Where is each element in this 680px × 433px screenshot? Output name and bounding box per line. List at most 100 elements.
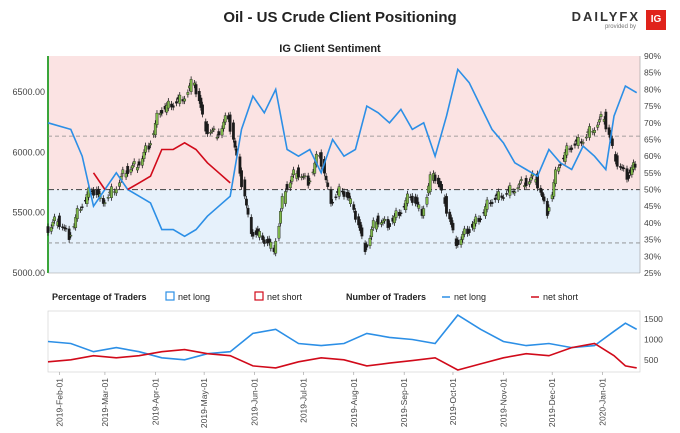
candle-body xyxy=(132,161,136,165)
x-tick-label-5: 2019-Jul-01 xyxy=(298,378,308,423)
candle-body xyxy=(380,222,383,225)
candle-body xyxy=(357,216,361,226)
candle-body xyxy=(448,211,452,220)
candle-body xyxy=(153,123,157,136)
candle-body xyxy=(347,192,351,199)
candle-body xyxy=(277,226,281,239)
candle-body xyxy=(46,226,50,233)
x-tick-label-8: 2019-Oct-01 xyxy=(448,378,458,426)
candle-body xyxy=(493,197,497,200)
candle-body xyxy=(258,231,261,238)
candle-body xyxy=(223,115,227,123)
candle-body xyxy=(331,201,335,204)
legend-pct-title: Percentage of Traders xyxy=(52,292,147,302)
sentiment-lines xyxy=(47,67,638,238)
candle-body xyxy=(136,167,139,171)
candle-body xyxy=(596,124,600,128)
candle-body xyxy=(399,212,403,214)
candle-body xyxy=(171,105,175,108)
candle-body xyxy=(183,98,187,102)
candle-body xyxy=(518,183,522,185)
price-tick-label-2: 6000.00 xyxy=(12,147,45,157)
candle-body xyxy=(284,191,287,204)
candle-body xyxy=(126,165,130,174)
candle-body xyxy=(523,185,526,187)
candle-body xyxy=(627,174,631,179)
candle-body xyxy=(433,174,437,182)
candle-body xyxy=(557,167,561,172)
candle-body xyxy=(262,239,266,244)
candle-body xyxy=(285,184,289,190)
candle-body xyxy=(121,169,125,174)
candle-body xyxy=(274,240,278,254)
candle-body xyxy=(349,198,352,205)
candle-body xyxy=(501,197,505,199)
candle-body xyxy=(280,196,284,209)
candle-body xyxy=(326,182,330,187)
candle-body xyxy=(404,200,408,211)
sentiment-background xyxy=(47,56,640,273)
candle-body xyxy=(110,186,113,198)
candle-body xyxy=(212,128,216,131)
candle-body xyxy=(144,145,147,153)
legend-pct-long-label: net long xyxy=(178,292,210,302)
legend-num-short-label: net short xyxy=(543,292,579,302)
count-tick-label-2: 1500 xyxy=(644,314,663,324)
candle-body xyxy=(563,152,567,162)
candle-body xyxy=(360,227,364,237)
candle-body xyxy=(57,215,61,227)
candle-body xyxy=(607,127,611,135)
candle-body xyxy=(459,239,463,245)
candle-body xyxy=(451,222,455,231)
candle-body xyxy=(166,100,170,109)
candle-body xyxy=(622,167,626,170)
candle-body xyxy=(62,227,66,229)
candle-body xyxy=(593,130,596,133)
net-long-pct-line xyxy=(47,67,638,238)
x-tick-label-0: 2019-Feb-01 xyxy=(54,378,64,427)
x-tick-label-1: 2019-Mar-01 xyxy=(100,378,110,427)
candle-body xyxy=(205,123,209,135)
candle-body xyxy=(513,191,517,194)
candle-body xyxy=(497,191,500,201)
candle-body xyxy=(365,244,369,248)
candle-body xyxy=(215,137,219,139)
candle-body xyxy=(477,218,481,222)
candle-body xyxy=(324,175,328,181)
candle-body xyxy=(388,223,391,227)
candle-body xyxy=(279,211,282,224)
candle-body xyxy=(61,226,65,228)
pct-tick-label-2: 35% xyxy=(644,235,661,245)
pct-tick-label-3: 40% xyxy=(644,218,661,228)
candle-body xyxy=(610,138,614,146)
candle-body xyxy=(445,196,448,214)
trader-count-lines xyxy=(47,310,641,373)
candle-body xyxy=(472,221,476,230)
candle-body xyxy=(261,235,265,240)
candle-body xyxy=(630,167,634,175)
x-tick-label-3: 2019-May-01 xyxy=(199,378,209,428)
candle-body xyxy=(222,121,226,129)
candle-body xyxy=(75,208,79,219)
net-short-pct-line xyxy=(92,172,106,190)
sub-axes: 500 1000 1500 2019-Feb-01 2019-Mar-01 2019-Ap… xyxy=(54,314,663,428)
net-long-zone xyxy=(48,189,640,273)
pct-tick-label-5: 50% xyxy=(644,185,661,195)
candle-body xyxy=(165,104,169,113)
candle-body xyxy=(220,128,224,136)
candle-body xyxy=(461,233,465,240)
candle-body xyxy=(337,186,341,197)
candle-body xyxy=(484,206,487,217)
candle-body xyxy=(64,227,68,230)
candle-body xyxy=(197,91,201,102)
candle-body xyxy=(240,170,243,188)
ig-logo-icon: IG xyxy=(646,10,666,30)
dailyfx-logo: DAILYFX provided by IG xyxy=(572,8,666,30)
candle-body xyxy=(422,208,426,216)
x-tick-label-2: 2019-Apr-01 xyxy=(150,378,160,426)
net-short-pct-line xyxy=(127,141,231,191)
pct-tick-label-4: 45% xyxy=(644,201,661,211)
candle-body xyxy=(334,196,338,199)
candle-body xyxy=(490,201,494,205)
